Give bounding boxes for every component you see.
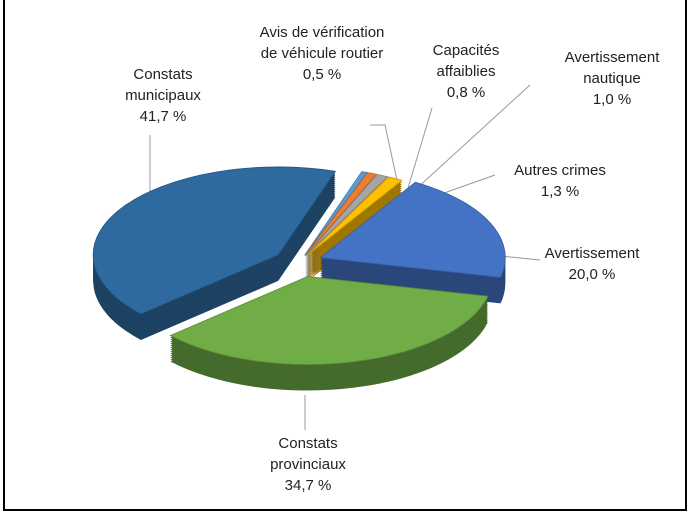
leader-line xyxy=(414,84,531,191)
category-label: Avis de vérification de véhicule routier xyxy=(259,24,385,62)
label: Constats provinciaux 34,7 % xyxy=(258,433,358,496)
value-label: 1,0 % xyxy=(592,91,632,108)
category-label: Constats municipaux xyxy=(125,66,201,104)
value-label: 20,0 % xyxy=(568,266,616,283)
category-label: Constats provinciaux xyxy=(270,435,346,473)
leader-lines xyxy=(149,84,541,430)
slice xyxy=(304,171,368,256)
value-label: 0,8 % xyxy=(446,84,486,101)
slice xyxy=(319,181,506,278)
label: Avertissement 20,0 % xyxy=(527,243,657,285)
slice xyxy=(305,173,389,256)
leader-line xyxy=(370,124,399,186)
slice xyxy=(306,176,403,257)
label: Autres crimes 1,3 % xyxy=(495,160,625,202)
category-label: Autres crimes xyxy=(514,162,606,179)
slice xyxy=(304,172,378,256)
category-label: Avertissement xyxy=(544,245,640,262)
category-label: Capacités affaiblies xyxy=(432,42,500,80)
label: Capacités affaiblies 0,8 % xyxy=(426,40,506,103)
value-label: 0,5 % xyxy=(302,66,342,83)
label: Avis de vérification de véhicule routier… xyxy=(257,22,387,85)
label: Avertissement nautique 1,0 % xyxy=(552,47,672,110)
label: Constats municipaux 41,7 % xyxy=(108,64,218,127)
value-label: 41,7 % xyxy=(139,108,187,125)
chart-frame xyxy=(3,0,687,511)
leader-line xyxy=(407,107,433,189)
slice-tops xyxy=(92,166,506,365)
slice xyxy=(169,276,489,365)
value-label: 1,3 % xyxy=(540,183,580,200)
slice xyxy=(92,166,337,315)
value-label: 34,7 % xyxy=(284,477,332,494)
category-label: Avertissement nautique xyxy=(564,49,660,87)
